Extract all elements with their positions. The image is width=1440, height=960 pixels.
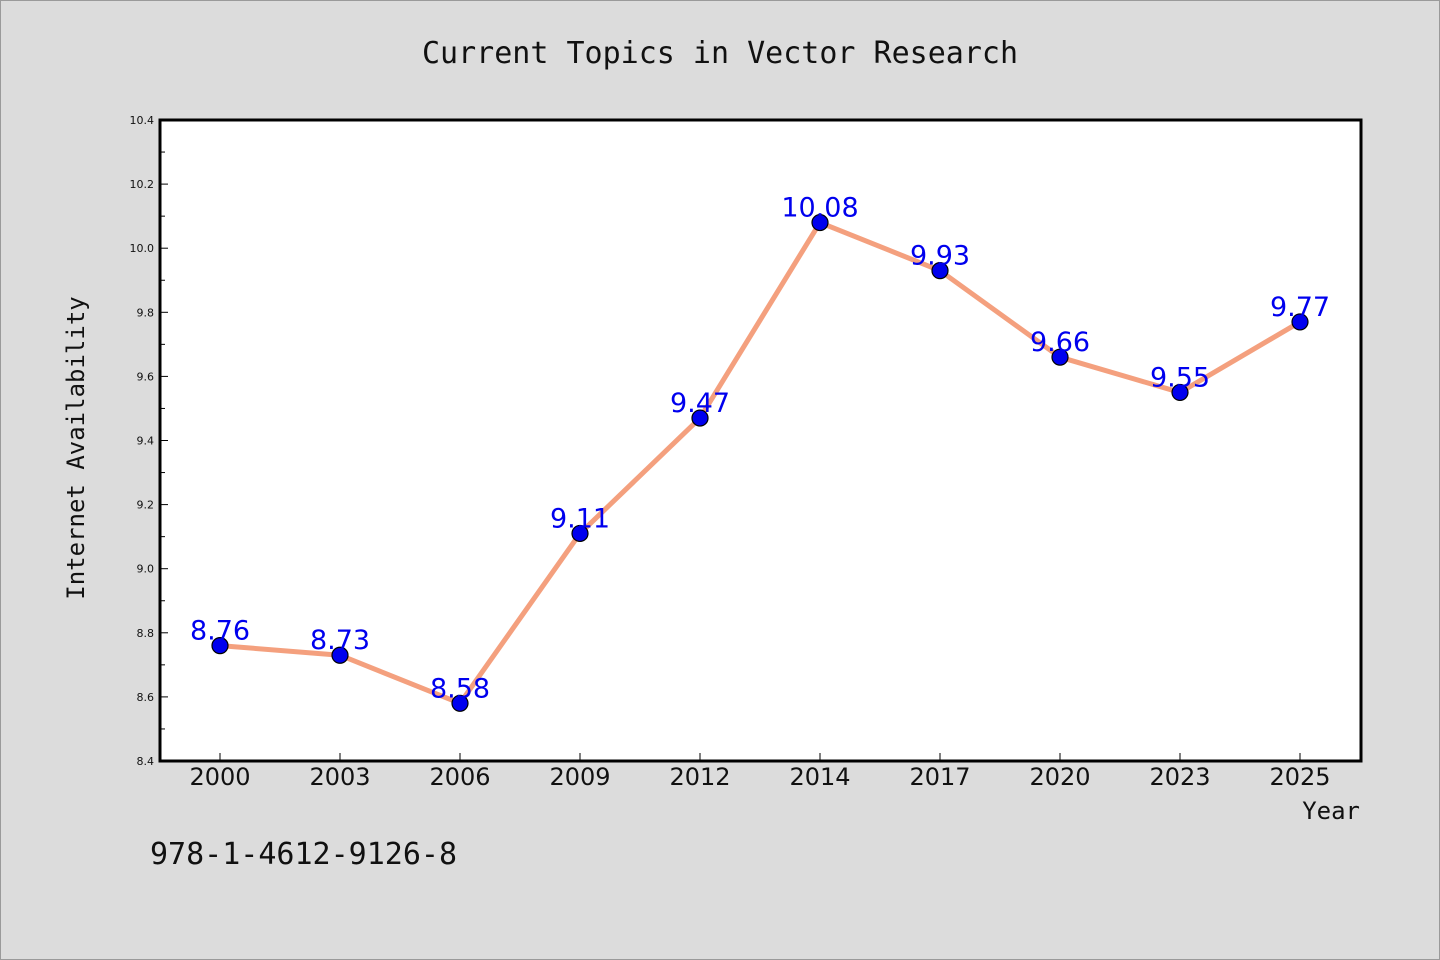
x-tick-label: 2023 (1149, 763, 1210, 791)
x-tick-label: 2006 (429, 763, 490, 791)
data-point (571, 524, 589, 543)
data-point (451, 694, 469, 712)
isbn-text: 978-1-4612-9126-8 (150, 837, 457, 872)
data-label: 8.58 (430, 673, 490, 704)
data-point (691, 409, 709, 427)
x-axis: 2000 2003 2006 2009 2012 2014 2017 2020 2023 2025 (189, 753, 1331, 791)
x-tick-label: 2003 (309, 763, 370, 791)
y-axis: 8.4 8.6 8.8 9.0 9.2 9.4 9.6 9.8 10.0 10.2 10.4 (130, 114, 168, 768)
series-group: 8.76 8.73 8.58 9.11 9.47 10.08 9.93 9.66 9.55 9.7… (190, 193, 1330, 712)
data-point (1171, 383, 1189, 402)
y-tick-label: 10.0 (130, 242, 155, 255)
y-tick-label: 8.8 (137, 627, 155, 640)
y-tick-label: 9.8 (137, 306, 155, 319)
chart-title: Current Topics in Vector Research (422, 36, 1018, 71)
plot-area (158, 118, 1363, 763)
y-tick-label: 9.4 (137, 435, 155, 448)
x-axis-label: Year (1302, 797, 1360, 825)
data-label: 9.47 (670, 388, 730, 419)
data-point (1291, 313, 1309, 331)
data-point (931, 262, 949, 280)
series-line (217, 220, 1303, 706)
y-tick-label: 9.0 (137, 563, 155, 576)
y-tick-label: 10.2 (130, 178, 155, 191)
x-tick-label: 2014 (789, 763, 850, 791)
data-label: 9.77 (1270, 292, 1330, 323)
data-label: 9.11 (550, 503, 610, 534)
x-tick-label: 2017 (909, 763, 970, 791)
data-label: 9.66 (1030, 327, 1090, 358)
data-label: 8.76 (190, 616, 250, 647)
data-point (811, 213, 829, 232)
y-tick-label: 10.4 (130, 114, 155, 127)
data-label: 8.73 (310, 625, 370, 656)
x-tick-label: 2009 (549, 763, 610, 791)
y-tick-label: 8.6 (137, 691, 155, 704)
data-label: 9.55 (1150, 362, 1210, 393)
y-tick-label: 8.4 (137, 755, 155, 768)
x-tick-label: 2000 (189, 763, 250, 791)
y-tick-label: 9.2 (137, 499, 155, 512)
x-tick-label: 2012 (669, 763, 730, 791)
data-point (211, 637, 229, 655)
x-tick-label: 2020 (1029, 763, 1090, 791)
data-point (331, 646, 349, 664)
y-tick-label: 9.6 (137, 370, 155, 383)
x-tick-label: 2025 (1269, 763, 1330, 791)
y-axis-label: Internet Availability (62, 296, 90, 599)
data-label: 9.93 (910, 241, 970, 272)
data-label: 10.08 (781, 193, 858, 224)
data-point (1051, 348, 1069, 366)
